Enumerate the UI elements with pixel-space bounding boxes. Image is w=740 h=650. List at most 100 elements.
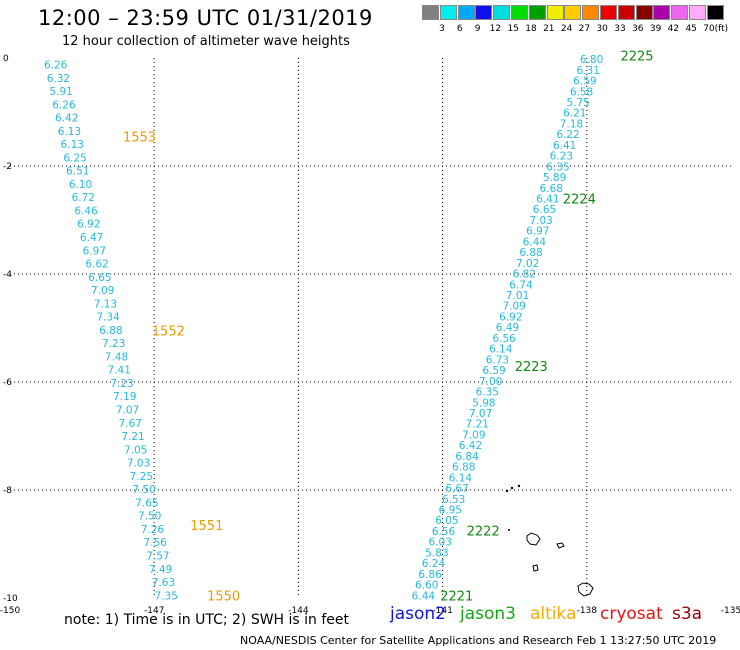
wave-height-value: 6.92 (499, 311, 522, 323)
wave-height-value: 6.44 (412, 590, 436, 602)
pass-time-labels: 1553 1552 1551 1550 2225 2224 2223 2222 2221 (123, 49, 654, 604)
wave-height-value: 6.35 (546, 161, 569, 173)
wave-height-value: 6.97 (526, 226, 549, 238)
legend-swatch (439, 5, 457, 20)
wave-height-value: 7.49 (149, 564, 172, 576)
wave-height-value: 7.09 (503, 301, 526, 313)
wave-height-value: 6.88 (519, 247, 542, 259)
legend-swatch (457, 5, 475, 20)
longitude-tick-label: -150 (0, 606, 20, 616)
wave-height-value: 6.68 (540, 183, 563, 195)
wave-height-value: 6.26 (44, 59, 68, 71)
wave-height-value: 6.41 (536, 193, 559, 205)
wave-height-value: 6.92 (77, 219, 100, 231)
wave-height-value: 6.56 (432, 526, 456, 538)
legend-label: 9 (474, 24, 481, 34)
island-outline (526, 532, 541, 546)
wave-height-value: 7.34 (96, 312, 120, 324)
legend-swatch (653, 5, 671, 20)
map-grid: -150 -147 -144 -141 -138 -135 0 -2 -4 -6 -8 -10 (0, 54, 740, 616)
wave-height-value: 7.26 (141, 524, 165, 536)
legend-swatch (671, 5, 689, 20)
latitude-tick-label: 0 (3, 54, 9, 64)
legend-swatch (546, 5, 564, 20)
pass-time-label: 1551 (190, 519, 223, 534)
wave-height-value: 6.59 (573, 76, 596, 88)
wave-height-value: 6.80 (580, 54, 603, 66)
pass-time-label: 1550 (207, 589, 240, 604)
wave-height-value: 6.95 (439, 505, 462, 517)
legend-swatch (635, 5, 653, 20)
wave-height-value: 6.35 (476, 387, 499, 399)
wave-height-value: 6.10 (69, 179, 92, 191)
pass-time-label: 2224 (563, 192, 596, 207)
wave-height-value: 7.07 (116, 405, 139, 417)
legend-swatch (582, 5, 600, 20)
wave-height-value: 5.98 (472, 397, 495, 409)
legend-label: 45 (685, 24, 697, 34)
satellite-name: jason2 (390, 604, 446, 624)
longitude-tick-label: -141 (432, 606, 452, 616)
wave-height-value: 7.19 (113, 391, 136, 403)
latitude-tick-label: -2 (3, 162, 12, 172)
legend-swatch (617, 5, 635, 20)
wave-height-value: 6.21 (563, 108, 586, 120)
wave-height-value: 7.09 (91, 285, 114, 297)
longitude-tick-label: -147 (144, 606, 164, 616)
wave-height-value: 6.58 (570, 86, 593, 98)
credit-line: NOAA/NESDIS Center for Satellite Applica… (240, 634, 717, 647)
legend-label: 3 (439, 24, 445, 34)
satellite-name: jason3 (460, 604, 516, 624)
legend-label: 21 (543, 24, 555, 34)
latitude-tick-label: -6 (3, 378, 12, 388)
wave-height-value: 6.22 (556, 129, 579, 141)
legend-label: 15 (507, 24, 519, 34)
wave-height-value: 7.67 (119, 418, 142, 430)
wave-height-value: 6.86 (418, 569, 442, 581)
wave-height-value: 6.72 (72, 192, 95, 204)
wave-height-value: 6.88 (99, 325, 122, 337)
wave-height-value: 7.01 (506, 290, 529, 302)
wave-height-value: 7.13 (94, 298, 117, 310)
island-dot (510, 486, 514, 490)
wave-height-value: 7.03 (529, 215, 552, 227)
wave-height-value: 6.03 (429, 537, 452, 549)
legend-label: 6 (456, 24, 463, 34)
legend-swatch (564, 5, 582, 20)
legend-label: 39 (649, 24, 662, 34)
legend-label: 42 (667, 24, 680, 34)
wave-height-value: 6.23 (550, 151, 573, 163)
wave-height-value: 6.24 (422, 558, 446, 570)
legend-swatch (689, 5, 706, 20)
wave-height-value: 6.31 (577, 65, 600, 77)
legend-label: 18 (525, 24, 537, 34)
wave-height-value: 7.03 (127, 458, 150, 470)
wave-height-value: 7.25 (130, 471, 153, 483)
wave-height-value: 6.49 (496, 322, 519, 334)
wave-height-value: 6.56 (492, 333, 516, 345)
wave-height-value: 6.14 (489, 344, 513, 356)
satellite-name: cryosat (600, 604, 663, 624)
wave-height-value: 7.57 (146, 550, 169, 562)
island-dot (505, 489, 509, 493)
wave-height-value: 7.02 (516, 258, 539, 270)
island-outline (532, 564, 539, 572)
longitude-tick-label: -138 (577, 606, 598, 616)
wave-height-value: 7.35 (155, 590, 178, 602)
wave-height-value: 6.44 (523, 236, 547, 248)
pass-time-label: 2225 (620, 49, 653, 64)
wave-height-value: 5.83 (425, 547, 448, 559)
wave-height-value: 7.41 (108, 365, 131, 377)
wave-height-value: 5.89 (543, 172, 566, 184)
wave-height-value: 7.18 (560, 118, 583, 130)
wave-height-value: 7.65 (135, 497, 158, 509)
legend-unit: (ft) (714, 24, 729, 34)
wave-height-value: 6.32 (47, 73, 70, 85)
latitude-tick-label: -10 (3, 594, 18, 604)
page-title: 12:00 – 23:59 UTC 01/31/2019 (38, 6, 373, 30)
legend-label: 70 (703, 24, 715, 34)
wave-height-value: 6.47 (80, 232, 103, 244)
latitude-tick-label: -8 (3, 486, 12, 496)
wave-height-value: 6.84 (455, 451, 479, 463)
